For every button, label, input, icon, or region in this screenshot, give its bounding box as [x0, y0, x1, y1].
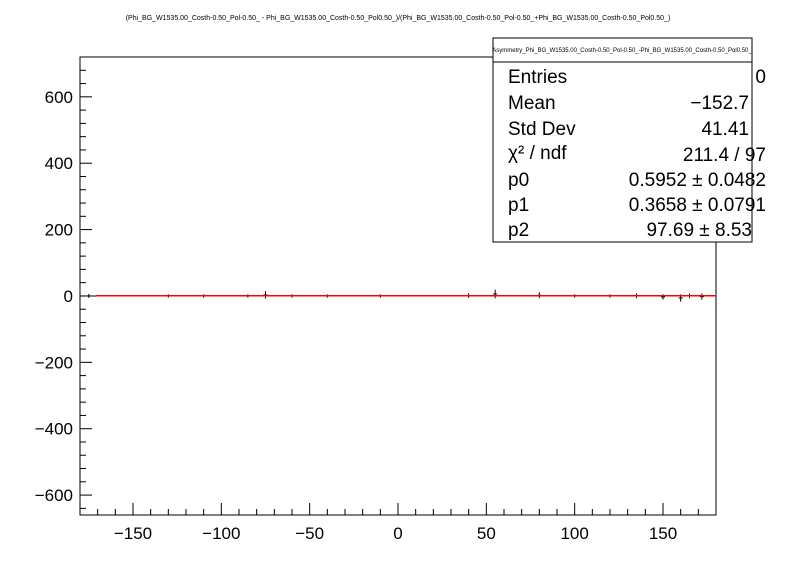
stats-mean-value: −152.7	[690, 93, 749, 114]
stats-p1-value: 0.3658 ± 0.0791	[629, 195, 766, 216]
y-tick-label: 200	[45, 221, 73, 240]
stats-p2-value: 97.69 ± 8.53	[646, 220, 752, 241]
x-tick-label: −150	[114, 524, 152, 543]
y-tick-label: −400	[35, 420, 73, 439]
chart-title: (Phi_BG_W1535.00_Costh-0.50_Pol-0.50_ - …	[126, 15, 671, 22]
stats-entries-value: 0	[755, 67, 766, 88]
y-tick-label: 600	[45, 88, 73, 107]
stats-stddev-value: 41.41	[701, 119, 749, 140]
y-tick-label: −600	[35, 486, 73, 505]
stats-p0-label: p0	[508, 170, 529, 191]
x-tick-label: −50	[295, 524, 324, 543]
stats-box: Asymmetry_Phi_BG_W1535.00_Costh-0.50_Pol…	[492, 37, 766, 243]
stats-stddev-label: Std Dev	[508, 119, 576, 140]
x-tick-label: 50	[477, 524, 496, 543]
stats-mean-label: Mean	[508, 93, 556, 114]
y-tick-label: 400	[45, 154, 73, 173]
x-tick-label: 150	[649, 524, 677, 543]
stats-p0-value: 0.5952 ± 0.0482	[629, 170, 766, 191]
stats-chi2-label: χ² / ndf	[508, 143, 567, 164]
x-axis: −150 −100 −50 0 50 100 150	[79, 503, 717, 543]
y-axis: −600 −400 −200 0 200 400 600	[35, 69, 92, 509]
stats-entries-label: Entries	[508, 67, 567, 88]
stats-box-frame	[492, 37, 753, 243]
stats-box-title: Asymmetry_Phi_BG_W1535.00_Costh-0.50_Pol…	[492, 48, 752, 54]
stats-p2-label: p2	[508, 220, 529, 241]
x-tick-label: 0	[393, 524, 402, 543]
x-tick-label: 100	[560, 524, 588, 543]
y-tick-label: −200	[35, 353, 73, 372]
x-tick-label: −100	[202, 524, 240, 543]
stats-chi2-value: 211.4 / 97	[683, 145, 766, 166]
stats-p1-label: p1	[508, 195, 529, 216]
y-tick-label: 0	[64, 287, 73, 306]
